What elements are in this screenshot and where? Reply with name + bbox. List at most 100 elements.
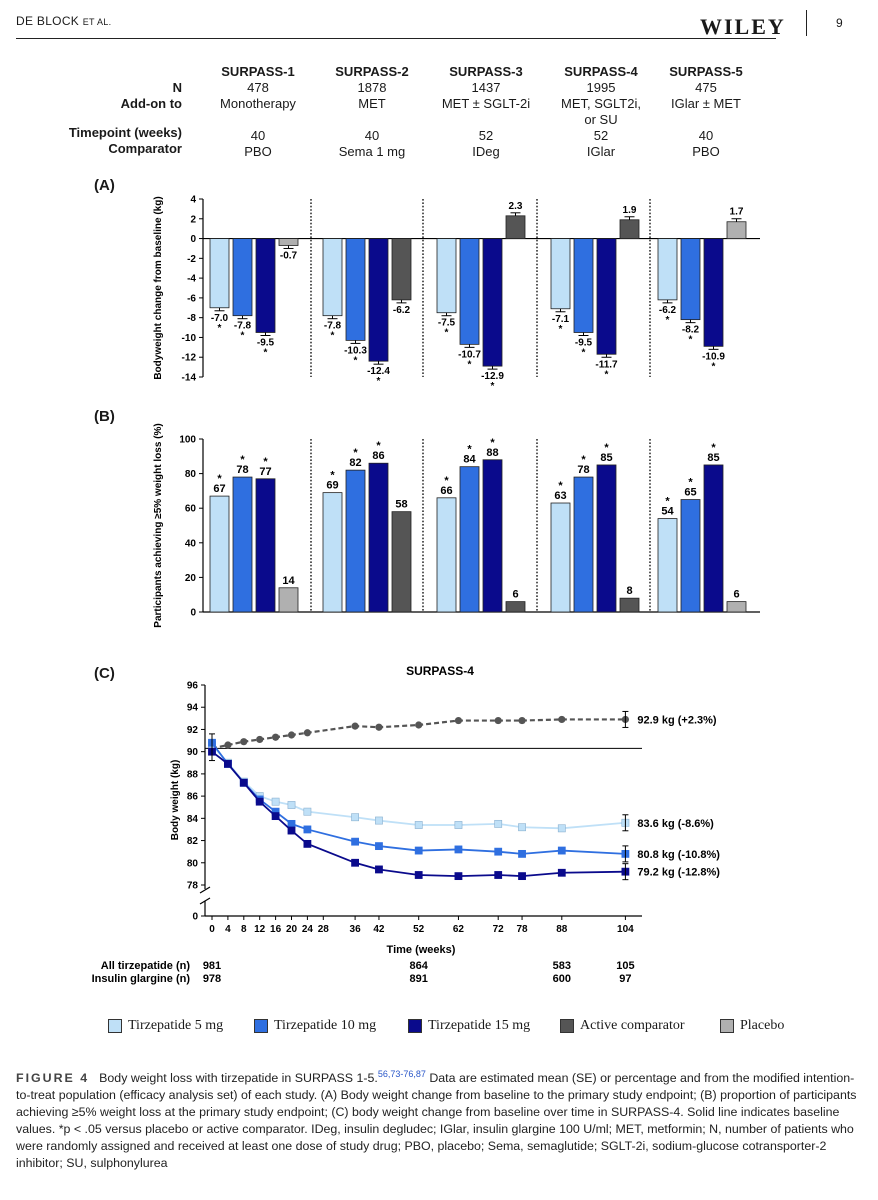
series-line-active <box>211 718 626 750</box>
y-tick-label: 2 <box>190 214 196 225</box>
data-label: -0.7 <box>280 250 298 261</box>
bar <box>680 499 701 613</box>
legend-swatch <box>408 1019 422 1033</box>
study-n: 1437 <box>471 80 501 95</box>
data-label: -7.1 <box>552 314 570 325</box>
row-label-comparator: Comparator <box>108 141 182 156</box>
series-line-tirz15 <box>211 750 626 878</box>
n-table-value: 600 <box>553 973 571 985</box>
data-point <box>287 801 296 809</box>
data-label: -6.2 <box>659 305 677 316</box>
y-tick-label: 92 <box>187 725 199 736</box>
data-label: -7.0 <box>211 313 229 324</box>
data-label: -10.7 <box>458 349 481 360</box>
data-point <box>224 759 232 768</box>
data-point <box>351 858 359 867</box>
y-tick-label: -14 <box>182 373 197 384</box>
header-divider <box>806 10 807 36</box>
legend-label: Tirzepatide 10 mg <box>274 1018 377 1033</box>
bar <box>232 238 253 317</box>
study-n: 1878 <box>357 80 387 95</box>
bar <box>573 238 594 333</box>
significance-star: * <box>559 324 563 335</box>
data-point <box>494 847 503 856</box>
legend-label: Tirzepatide 5 mg <box>128 1018 224 1033</box>
row-label-addon: Add-on to <box>120 96 182 111</box>
significance-star: * <box>605 369 609 380</box>
study-addon: MET ± SGLT-2i <box>441 96 531 111</box>
bar <box>680 238 701 321</box>
data-point <box>255 792 264 801</box>
y-tick-label: -12 <box>182 353 197 364</box>
data-point <box>351 837 359 846</box>
panel-label-a: (A) <box>94 177 115 194</box>
y-tick-label: 100 <box>179 435 196 446</box>
y-tick-label: -6 <box>187 293 196 304</box>
data-label: -12.4 <box>367 366 390 377</box>
data-label: -9.5 <box>257 338 275 349</box>
data-point <box>621 715 630 724</box>
data-point <box>272 733 280 741</box>
author-main: DE BLOCK <box>16 14 80 28</box>
y-tick-label: 82 <box>187 836 199 847</box>
data-label: 82 <box>349 457 361 469</box>
panel-label-b: (B) <box>94 408 115 425</box>
study-timepoint: 40 <box>698 128 714 143</box>
x-tick-label: 20 <box>286 924 298 935</box>
bar <box>255 238 276 333</box>
significance-star: * <box>468 359 472 370</box>
data-point <box>414 846 423 855</box>
data-label: 6 <box>512 589 518 601</box>
y-tick-label: -2 <box>187 254 196 265</box>
legend-label: Tirzepatide 15 mg <box>428 1018 531 1033</box>
significance-star: * <box>331 331 335 342</box>
study-name: SURPASS-4 <box>564 64 638 79</box>
row-label-timepoint: Timepoint (weeks) <box>68 125 182 140</box>
axis-break <box>199 897 211 905</box>
bar <box>368 462 389 613</box>
study-name: SURPASS-1 <box>221 64 295 79</box>
legend-label: Placebo <box>740 1018 785 1033</box>
bar <box>209 238 230 309</box>
bar <box>726 601 747 613</box>
panel-label-c: (C) <box>94 665 115 682</box>
study-col: SURPASS-4 1995 MET, SGLT2i, or SU 52 IGl… <box>531 64 671 160</box>
study-comparator: Sema 1 mg <box>338 144 406 159</box>
series-line-tirz10 <box>211 742 626 855</box>
data-label: 67 <box>213 483 225 495</box>
data-point <box>351 813 359 822</box>
data-point <box>287 731 296 739</box>
significance-star: * <box>582 348 586 359</box>
data-point <box>255 795 264 804</box>
study-timepoint: 52 <box>593 128 609 143</box>
series-line-tirz5 <box>211 744 626 830</box>
y-tick-label: 88 <box>187 769 199 780</box>
x-tick-label: 12 <box>254 924 266 935</box>
data-label: 63 <box>554 490 566 502</box>
data-point <box>494 819 503 828</box>
study-n: 475 <box>695 80 717 95</box>
data-point <box>518 849 526 858</box>
significance-star: * <box>689 335 693 346</box>
data-label: 14 <box>282 575 295 587</box>
figure-caption: FIGURE 4 Body weight loss with tirzepatid… <box>16 1066 862 1172</box>
bar <box>278 587 299 613</box>
data-label: -12.9 <box>481 371 504 382</box>
data-label: 88 <box>486 447 498 459</box>
bar <box>322 238 343 317</box>
bar <box>619 597 640 613</box>
data-point <box>454 845 463 854</box>
data-label: -8.2 <box>682 325 700 336</box>
header-rule <box>16 38 776 39</box>
data-label: 8 <box>626 585 632 597</box>
data-point <box>271 797 280 806</box>
journal-logo: WILEY <box>700 14 786 39</box>
caption-lead: Body weight loss with tirzepatide in SUR… <box>99 1071 378 1086</box>
data-point <box>239 777 248 786</box>
data-label: -6.2 <box>393 305 411 316</box>
significance-star: * <box>218 323 222 334</box>
study-addon: Monotherapy <box>220 96 296 111</box>
bar <box>232 476 253 613</box>
data-point <box>454 821 463 829</box>
x-tick-label: 72 <box>493 924 505 935</box>
